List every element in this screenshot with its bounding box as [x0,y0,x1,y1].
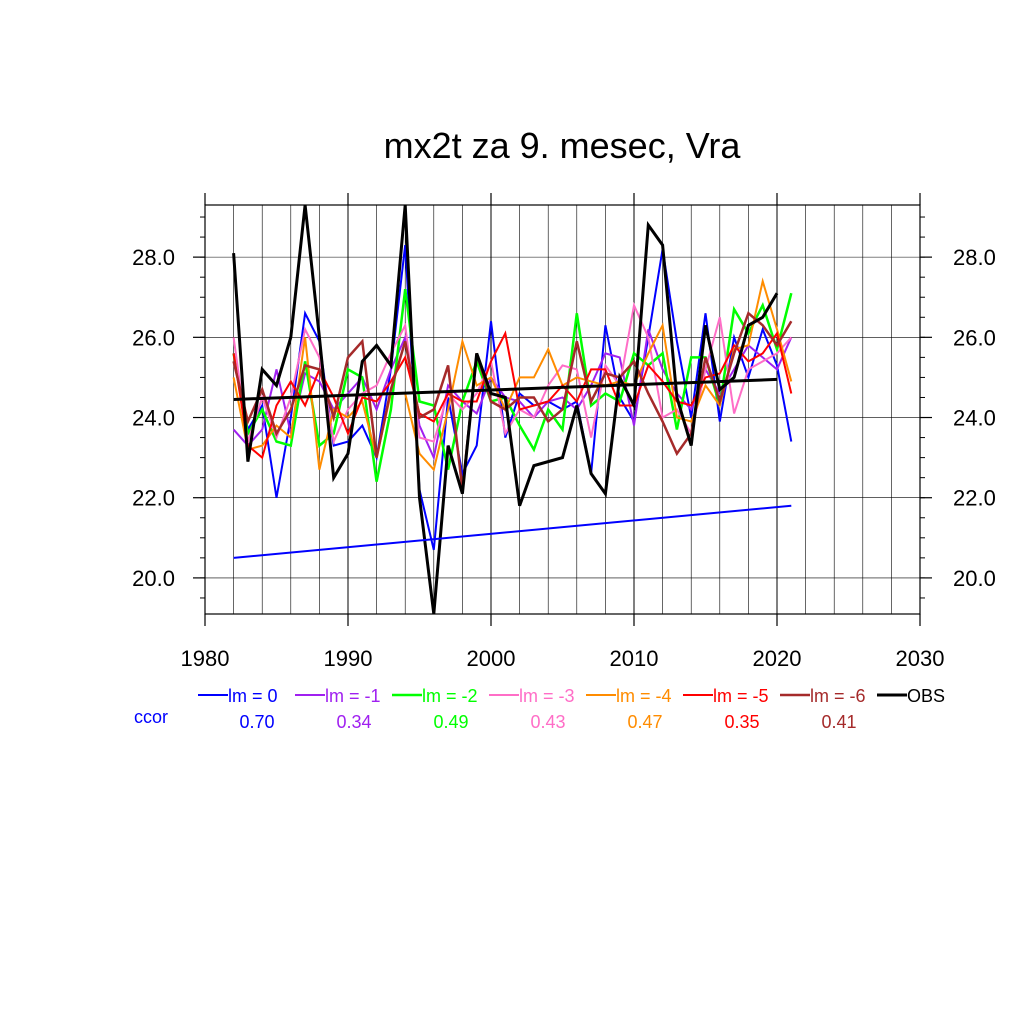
x-tick-label: 2000 [467,646,516,671]
x-tick-label: 2020 [753,646,802,671]
series-line-lmm4 [232,277,793,472]
ccor-value: 0.70 [239,712,274,732]
ccor-label: ccor [134,707,168,727]
trend-obs [233,377,778,401]
legend-label: OBS [907,686,945,706]
chart-title: mx2t za 9. mesec, Vra [384,125,742,166]
x-tick-label: 1980 [181,646,230,671]
legend-label: lm = -1 [325,686,381,706]
legend-label: lm = -2 [422,686,478,706]
legend-label: lm = -4 [616,686,672,706]
ccor-value: 0.41 [821,712,856,732]
x-tick-label: 2010 [610,646,659,671]
trend-lm-0 [233,504,792,559]
y-tick-label: 28.0 [132,245,175,270]
y-tick-label: 24.0 [132,406,175,431]
series-line-OBS [232,204,779,615]
plot-frame [204,204,921,615]
y-tick-label-right: 20.0 [953,566,996,591]
ccor-value: 0.34 [336,712,371,732]
y-tick-label: 20.0 [132,566,175,591]
ccor-value: 0.47 [627,712,662,732]
y-tick-label-right: 22.0 [953,486,996,511]
x-tick-label: 1990 [324,646,373,671]
x-tick-label: 2030 [896,646,945,671]
y-tick-label-right: 28.0 [953,245,996,270]
legend-label: lm = -5 [713,686,769,706]
y-tick-label-right: 24.0 [953,406,996,431]
y-tick-label-right: 26.0 [953,325,996,350]
legend: lm = 0 0.70 lm = -1 0.34 lm = -2 0.49 lm = -3 0… [134,686,945,732]
y-tick-label: 26.0 [132,325,175,350]
ccor-value: 0.43 [530,712,565,732]
legend-label: lm = -3 [519,686,575,706]
series-group [232,204,793,615]
axes: 1980 1990 2000 2010 2020 2030 20.0 20.0 22.0 22.0… [132,193,996,671]
ccor-value: 0.49 [433,712,468,732]
trend-group [233,377,792,559]
y-tick-label: 22.0 [132,486,175,511]
legend-label: lm = 0 [228,686,278,706]
ccor-value: 0.35 [724,712,759,732]
legend-label: lm = -6 [810,686,866,706]
